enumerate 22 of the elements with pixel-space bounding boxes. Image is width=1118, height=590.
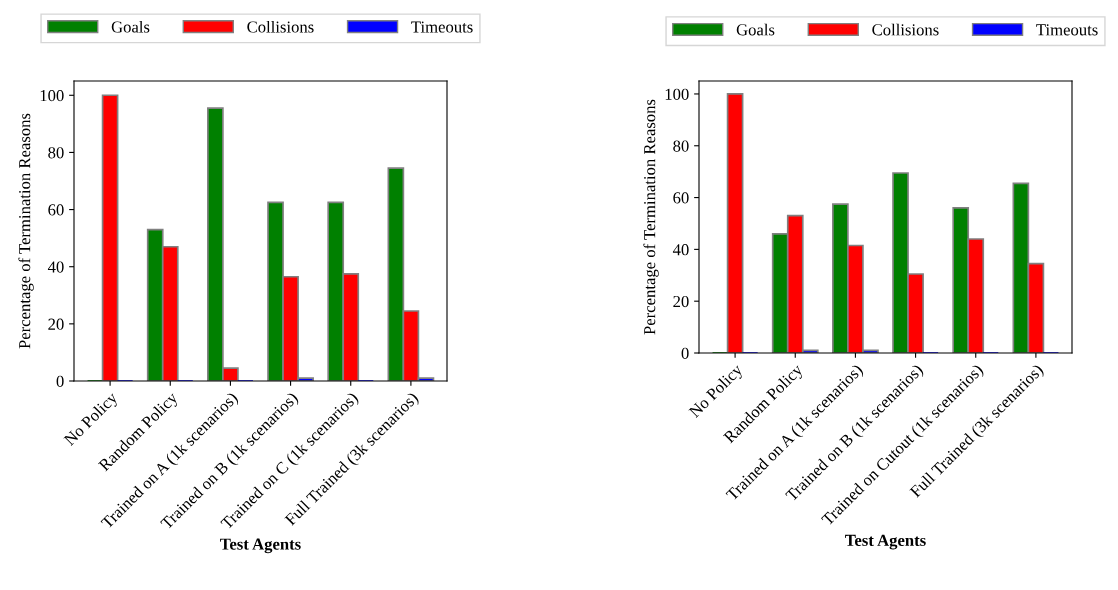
legend-label: Collisions	[872, 23, 939, 36]
x-axis-title: Test Agents	[845, 534, 926, 550]
y-tick-label: 0	[681, 347, 689, 359]
y-tick-label: 60	[673, 192, 689, 204]
legend-label: Timeouts	[1036, 24, 1098, 36]
y-axis-title: Percentage of Termination Reasons	[18, 113, 34, 349]
y-tick-label: 80	[673, 140, 689, 152]
y-tick-label: 60	[48, 204, 64, 216]
y-tick-label: 100	[40, 89, 64, 102]
y-tick-label: 20	[48, 318, 64, 330]
x-axis-title: Test Agents	[220, 538, 301, 554]
legend-label: Goals	[736, 23, 775, 36]
y-tick-label: 20	[673, 295, 689, 308]
legend-label: Timeouts	[411, 21, 473, 33]
y-tick-label: 40	[672, 244, 689, 256]
y-tick-label: 40	[47, 261, 64, 273]
y-tick-label: 80	[48, 147, 64, 159]
legend-label: Goals	[111, 20, 150, 33]
legend-label: Collisions	[247, 20, 314, 33]
y-axis-title: Percentage of Termination Reasons	[643, 99, 659, 335]
y-tick-label: 100	[665, 88, 689, 100]
y-tick-label: 0	[56, 375, 64, 387]
